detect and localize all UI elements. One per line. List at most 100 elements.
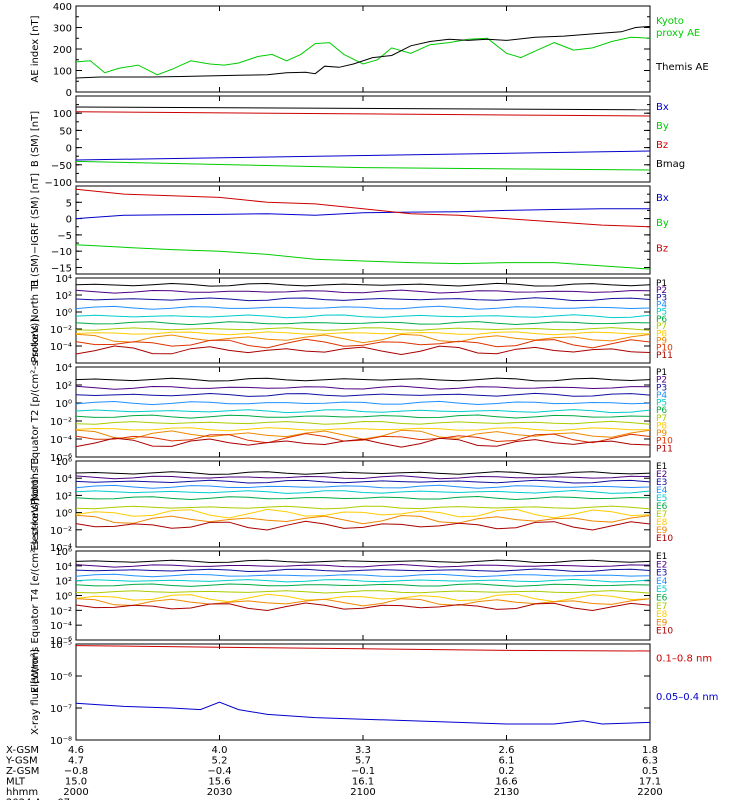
y-axis-label: Protons Equator T2 [p/(cm²-s-sr-keV)]	[30, 319, 41, 506]
legend-entry: Bx	[656, 102, 669, 113]
series-line-by	[75, 160, 651, 171]
x-tick-value: 5.2	[212, 756, 228, 767]
x-tick-value: 2100	[350, 787, 375, 798]
panel-frame	[75, 643, 651, 741]
legend-entry: E10	[656, 627, 673, 637]
series-line-p1	[75, 377, 651, 382]
y-tick-label: 10⁶	[55, 547, 72, 558]
legend-entry: P1	[656, 279, 667, 289]
y-tick-label: 10⁴	[55, 562, 72, 573]
y-axis-label: X-ray flux [W/m²]	[30, 649, 41, 735]
series-line-e2	[75, 475, 651, 480]
series-line-e5	[75, 489, 651, 494]
series-line-e6	[75, 583, 651, 587]
legend-entry: By	[656, 121, 669, 132]
series-line-bmag	[75, 106, 651, 111]
legend-entry: 0.1–0.8 nm	[656, 654, 712, 665]
x-tick-value: 2000	[63, 787, 88, 798]
y-tick-label: 100	[53, 67, 72, 78]
y-tick-label: −100	[45, 178, 72, 189]
y-tick-label: 10⁻⁴	[50, 621, 72, 632]
legend-entry: Bz	[656, 243, 668, 254]
legend-entry: P5	[656, 399, 667, 409]
series-line-themis-ae	[75, 25, 651, 79]
x-tick-value: −0.8	[64, 766, 88, 777]
plot-date: 2024 Aug 07	[6, 798, 70, 800]
y-tick-label: 0	[66, 144, 72, 155]
legend-entry: P8	[656, 329, 667, 339]
legend-entry: E6	[656, 594, 668, 604]
y-tick-label: −15	[51, 263, 72, 274]
panel-2: −100 −50 0 50 100 B (SM) [nT] Bx By Bz Bmag	[30, 95, 685, 189]
y-axis-label: B (SM) [nT]	[30, 111, 41, 167]
y-tick-label: 5	[66, 198, 72, 209]
x-tick-value: 0.5	[642, 766, 658, 777]
series-line-e3	[75, 479, 651, 484]
series-line-e8	[75, 508, 651, 519]
y-tick-label: 10⁴	[55, 363, 72, 374]
legend-entry: P2	[656, 286, 667, 296]
x-tick-value: 15.0	[65, 777, 87, 788]
series-line-p8	[75, 427, 651, 432]
legend-entry: P11	[656, 351, 673, 361]
series-line-bz	[75, 188, 651, 228]
legend-entry: E6	[656, 502, 668, 512]
legend-entry: P7	[656, 322, 667, 332]
y-tick-label: 10⁻⁶	[50, 636, 72, 647]
y-tick-label: 10⁰	[55, 308, 72, 319]
y-tick-label: 200	[53, 45, 72, 56]
panel-7: 10⁻⁶ 10⁻⁴ 10⁻² 10⁰ 10² 10⁴ 10⁶ Electrons Equato…	[30, 498, 673, 693]
y-tick-label: 10⁻⁵	[50, 640, 72, 651]
y-tick-label: −10	[51, 247, 72, 258]
legend-kyoto: Kyoto	[656, 16, 684, 27]
legend-entry: P10	[656, 437, 673, 447]
series-line-p9	[75, 333, 651, 344]
series-line-0-05-0-4-nm	[75, 701, 651, 725]
series-line-e2	[75, 563, 651, 568]
legend-entry: Bmag	[656, 159, 685, 170]
y-tick-label: 10⁻²	[50, 526, 72, 537]
y-tick-label: 10²	[55, 381, 72, 392]
y-tick-label: 50	[59, 126, 72, 137]
legend-entry: E2	[656, 560, 667, 570]
legend-entry: P7	[656, 414, 667, 424]
x-tick-value: 2.6	[499, 745, 515, 756]
y-tick-label: 10⁻⁶	[50, 453, 72, 464]
series-line-e4	[75, 573, 651, 578]
x-tick-value: 17.1	[639, 777, 661, 788]
series-line-e10	[75, 602, 651, 612]
legend-entry: E2	[656, 470, 667, 480]
series-line-p6	[75, 321, 651, 326]
series-line-p5	[75, 409, 651, 414]
series-line-e9	[75, 514, 651, 525]
y-axis-label: B (SM)−IGRF (SM) [nT]	[30, 173, 41, 287]
y-tick-label: 10⁻⁴	[50, 435, 72, 446]
x-tick-value: 15.6	[208, 777, 230, 788]
legend-entry: P4	[656, 391, 667, 401]
y-tick-label: 10²	[55, 291, 72, 302]
y-tick-label: 100	[53, 109, 72, 120]
y-tick-label: 10⁴	[55, 274, 72, 285]
panel-8: 10⁻⁸ 10⁻⁷ 10⁻⁶ 10⁻⁵ X-ray flux [W/m²] 0.1–0.8…	[30, 640, 718, 747]
series-line-e3	[75, 568, 651, 573]
series-line-p9	[75, 429, 651, 440]
series-line-p5	[75, 314, 651, 319]
x-tick-value: 2200	[637, 787, 662, 798]
series-line-p11	[75, 345, 651, 356]
x-tick-value: 2030	[207, 787, 232, 798]
y-tick-label: 10⁻²	[50, 325, 72, 336]
x-tick-value: 6.1	[499, 756, 515, 767]
legend-entry: By	[656, 218, 669, 229]
legend-entry: P10	[656, 344, 673, 354]
y-axis-label: AE index [nT]	[30, 15, 41, 82]
y-tick-label: 10⁰	[55, 399, 72, 410]
y-tick-label: 10⁶	[55, 457, 72, 468]
legend-entry: E5	[656, 494, 667, 504]
y-tick-label: −5	[57, 231, 72, 242]
x-row-label: Y-GSM	[5, 756, 38, 767]
series-line-p4	[75, 305, 651, 310]
series-line-p10	[75, 338, 651, 349]
panel-6: 10⁻⁴ 10⁻² 10⁰ 10² 10⁴ 10⁶ Electrons North T3 E1…	[30, 457, 673, 554]
x-row-label: hhmm	[6, 787, 38, 798]
y-tick-label: 0	[66, 88, 72, 99]
